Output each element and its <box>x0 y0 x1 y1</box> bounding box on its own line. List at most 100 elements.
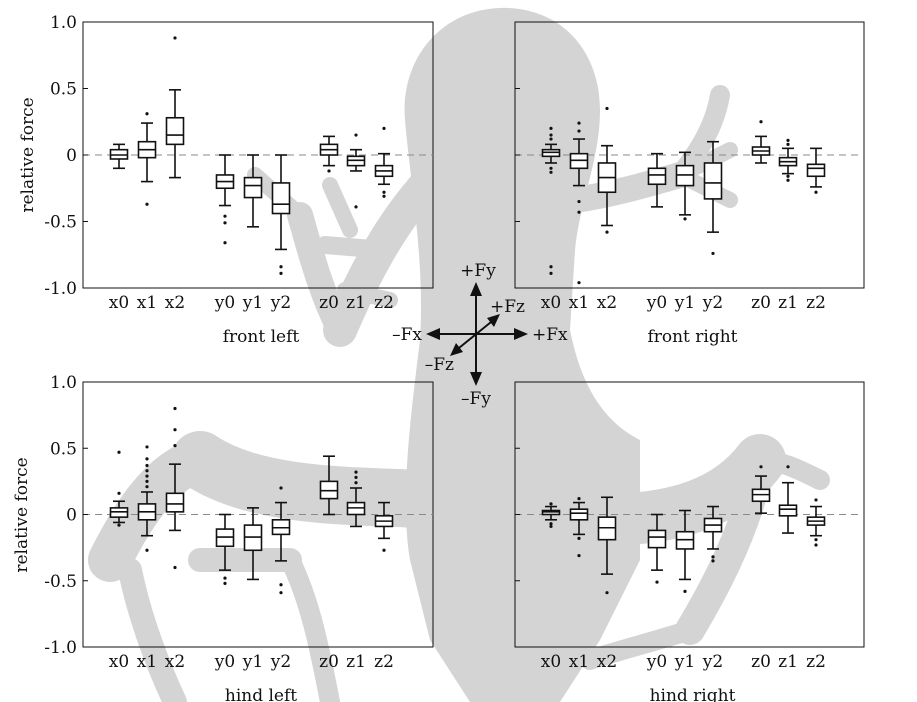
outlier-point <box>814 190 818 194</box>
outlier-point <box>549 502 553 506</box>
box-y2 <box>271 154 291 275</box>
box-y2 <box>271 486 291 595</box>
category-label-x2: x2 <box>165 652 185 672</box>
category-label-y1: y1 <box>674 293 695 313</box>
box-iqr <box>569 508 589 521</box>
panel-hind-right: x0 x1 x2 y0 y1 y2 z0 z1 z2 hind right <box>514 381 865 702</box>
box-iqr <box>243 176 263 199</box>
outlier-point <box>549 137 553 141</box>
panel-front-left: -1.0 -0.5 0 0.5 1.0 x0 x1 x2 y0 y1 y2 z0 z1 z2 front l… <box>44 13 434 347</box>
box-x0 <box>541 502 561 529</box>
outlier-point <box>145 548 149 552</box>
category-label-y0: y0 <box>646 293 667 313</box>
outlier-point <box>577 210 581 214</box>
y-tick-label: -0.5 <box>44 213 77 233</box>
category-label-z2: z2 <box>806 652 826 672</box>
box-iqr <box>778 504 798 517</box>
panel-title: front left <box>223 327 300 347</box>
y-axis-title-front: relative force <box>18 97 38 212</box>
box-y1 <box>243 154 263 228</box>
outlier-point <box>814 498 818 502</box>
box-y1 <box>675 151 695 221</box>
box-z0 <box>751 120 771 164</box>
box-x1 <box>137 112 157 206</box>
box-z1 <box>778 138 798 182</box>
outlier-point <box>786 174 790 178</box>
outlier-point <box>145 485 149 489</box>
outlier-point <box>549 133 553 137</box>
outlier-point <box>382 126 386 130</box>
box-z0 <box>319 135 339 173</box>
outlier-point <box>354 475 358 479</box>
category-label-y2: y2 <box>702 293 723 313</box>
y-tick-label: 0.5 <box>50 80 77 100</box>
outlier-point <box>577 536 581 540</box>
outlier-point <box>786 178 790 182</box>
outlier-point <box>814 538 818 542</box>
category-label-z1: z1 <box>346 293 366 313</box>
outlier-point <box>145 457 149 461</box>
outlier-point <box>577 553 581 558</box>
outlier-point <box>549 271 553 275</box>
outlier-point <box>223 576 227 580</box>
outlier-point <box>382 190 386 194</box>
outlier-point <box>354 481 358 485</box>
outlier-point <box>223 221 227 225</box>
outlier-point <box>759 465 763 469</box>
box-y0 <box>215 154 235 245</box>
category-label-y1: y1 <box>674 652 695 672</box>
outlier-point <box>145 469 149 473</box>
outlier-point <box>173 428 177 432</box>
outlier-point <box>117 523 121 527</box>
category-label-z0: z0 <box>319 652 339 672</box>
panel-front-right: x0 x1 x2 y0 y1 y2 z0 z1 z2 front right <box>514 21 865 347</box>
fz-positive-label: +Fz <box>490 297 525 317</box>
box-z1 <box>346 470 366 528</box>
box-iqr <box>647 529 667 549</box>
outlier-point <box>382 548 386 552</box>
box-y0 <box>647 152 667 208</box>
category-label-x2: x2 <box>597 652 617 672</box>
box-iqr <box>806 163 826 178</box>
force-direction-legend <box>426 282 528 386</box>
outlier-point <box>549 522 553 526</box>
outlier-point <box>327 169 331 173</box>
category-label-z1: z1 <box>346 652 366 672</box>
panel-title: hind left <box>225 686 297 702</box>
box-iqr <box>703 162 723 200</box>
box-y1 <box>243 507 263 581</box>
box-iqr <box>165 492 185 513</box>
box-iqr <box>165 116 185 146</box>
outlier-point <box>605 230 609 234</box>
outlier-point <box>223 214 227 218</box>
outlier-point <box>145 474 149 478</box>
box-y1 <box>675 509 695 593</box>
outlier-point <box>145 112 149 116</box>
outlier-point <box>577 281 581 285</box>
category-label-z0: z0 <box>751 293 771 313</box>
box-x0 <box>541 126 561 275</box>
box-z2 <box>806 147 826 194</box>
category-label-x2: x2 <box>597 293 617 313</box>
outlier-point <box>279 583 283 587</box>
outlier-point <box>173 406 177 411</box>
box-x1 <box>569 121 589 285</box>
box-z2 <box>374 126 394 198</box>
category-label-x0: x0 <box>109 293 129 313</box>
fy-negative-label: –Fy <box>461 389 491 409</box>
panel-hind-left: -1.0 -0.5 0 0.5 1.0 x0 x1 x2 y0 y1 y2 z0 z1 z2 hind le… <box>44 373 434 702</box>
fx-negative-label: –Fx <box>392 325 422 345</box>
box-iqr <box>271 182 291 215</box>
outlier-point <box>173 36 177 40</box>
category-label-x1: x1 <box>569 293 589 313</box>
outlier-point <box>145 445 149 449</box>
outlier-point <box>577 497 581 501</box>
box-y0 <box>647 513 667 584</box>
outlier-point <box>786 465 790 469</box>
outlier-point <box>759 120 763 124</box>
outlier-point <box>683 589 687 593</box>
category-label-y0: y0 <box>214 293 235 313</box>
outlier-point <box>117 491 121 495</box>
outlier-point <box>173 565 177 570</box>
category-label-z2: z2 <box>374 293 394 313</box>
